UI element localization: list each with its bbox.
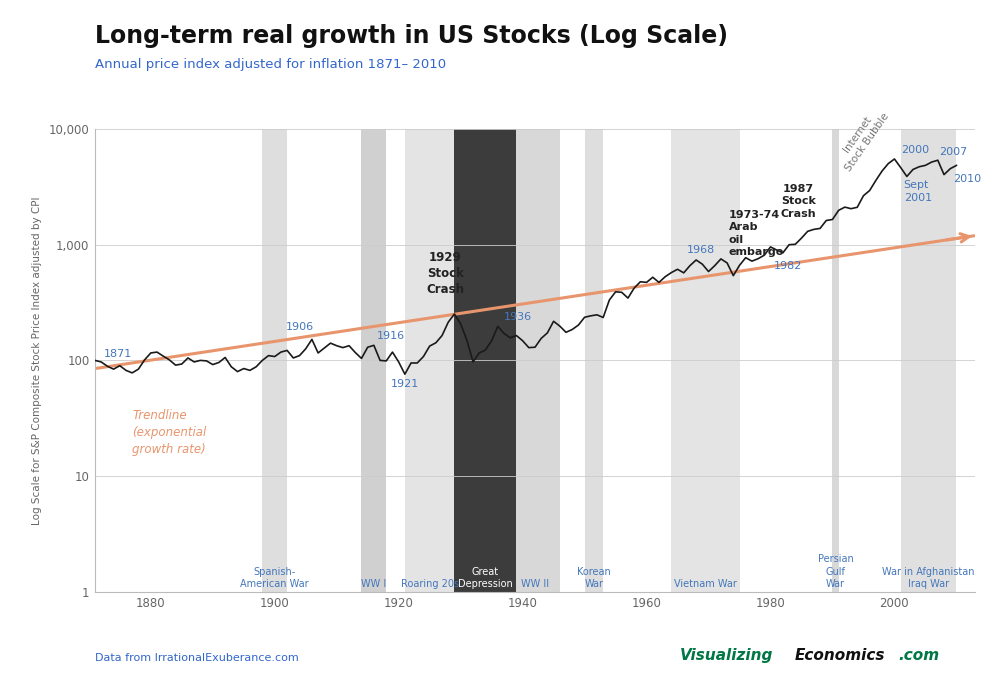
Text: Economics: Economics	[795, 648, 886, 663]
Bar	[832, 129, 839, 592]
Text: Korean
War: Korean War	[577, 566, 611, 589]
Text: 1916: 1916	[377, 330, 405, 341]
Text: Visualizing: Visualizing	[680, 648, 773, 663]
Text: .com: .com	[898, 648, 939, 663]
Text: 1973-74
Arab
oil
embargo: 1973-74 Arab oil embargo	[729, 210, 784, 257]
Text: Trendline
(exponential
growth rate): Trendline (exponential growth rate)	[132, 409, 206, 456]
Bar	[405, 129, 454, 592]
Text: 2000: 2000	[901, 145, 929, 155]
Bar	[901, 129, 956, 592]
Bar	[361, 129, 386, 592]
Text: Roaring 20s: Roaring 20s	[401, 579, 459, 589]
Text: WW I: WW I	[361, 579, 386, 589]
Text: 1929
Stock
Crash: 1929 Stock Crash	[426, 251, 464, 296]
Text: WW II: WW II	[521, 579, 549, 589]
Text: Internet
Stock Bubble: Internet Stock Bubble	[833, 103, 891, 173]
Text: 1987
Stock
Crash: 1987 Stock Crash	[781, 184, 816, 219]
Text: Sept
2001: Sept 2001	[904, 180, 932, 203]
Text: 1921: 1921	[391, 379, 419, 389]
Text: Vietnam War: Vietnam War	[674, 579, 737, 589]
Text: Persian
Gulf
War: Persian Gulf War	[818, 554, 853, 589]
Text: 1871: 1871	[104, 350, 133, 360]
Text: 2010: 2010	[953, 174, 981, 184]
Bar	[262, 129, 287, 592]
Text: Annual price index adjusted for inflation 1871– 2010: Annual price index adjusted for inflatio…	[95, 58, 446, 71]
Text: 1982: 1982	[774, 261, 802, 271]
Text: Data from IrrationalExuberance.com: Data from IrrationalExuberance.com	[95, 653, 299, 663]
Text: 1906: 1906	[285, 322, 314, 333]
Bar	[516, 129, 560, 592]
Text: Great
Depression: Great Depression	[458, 566, 513, 589]
Bar	[585, 129, 603, 592]
Text: Long-term real growth in US Stocks (Log Scale): Long-term real growth in US Stocks (Log …	[95, 24, 728, 48]
Y-axis label: Log Scale for S&P Composite Stock Price Index adjusted by CPI: Log Scale for S&P Composite Stock Price …	[32, 196, 42, 525]
Text: 1936: 1936	[504, 312, 532, 322]
Text: 2007: 2007	[939, 147, 967, 156]
Bar	[454, 129, 516, 592]
Bar	[671, 129, 740, 592]
Text: Spanish-
American War: Spanish- American War	[240, 566, 309, 589]
Text: 1968: 1968	[687, 245, 715, 255]
Text: War in Afghanistan
Iraq War: War in Afghanistan Iraq War	[882, 566, 975, 589]
